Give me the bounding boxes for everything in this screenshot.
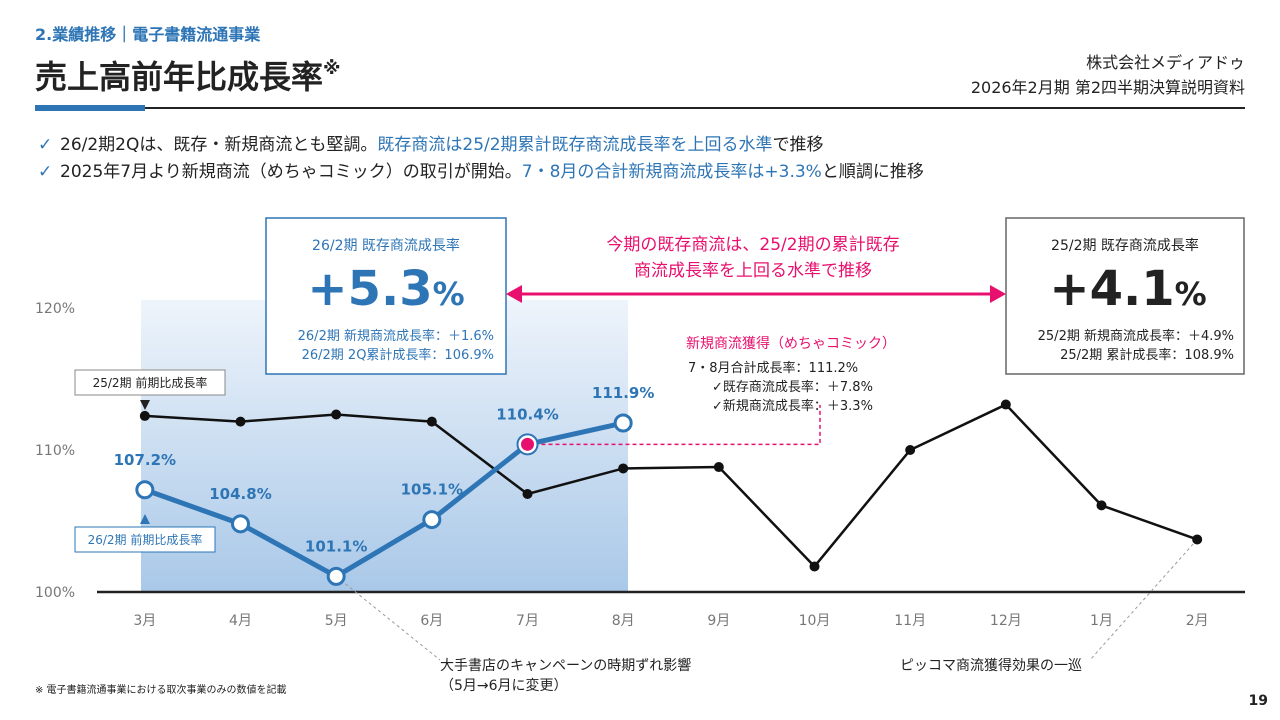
leader [335,575,441,661]
box-line: 25/2期 新規商流成長率：＋4.9% [1038,328,1234,344]
new-note-line: ✓新規商流成長率：＋3.3% [712,398,873,414]
box-big-value: +5.3 [307,261,432,317]
data-label: 101.1% [305,537,367,555]
box-line: 26/2期 新規商流成長率：＋1.6% [298,328,494,344]
new-note-line: 7・8月合計成長率：111.2% [688,360,858,376]
box-line: 25/2期 累計成長率：108.9% [1060,347,1234,363]
marker [1096,500,1107,511]
box-big-unit: % [1175,275,1207,313]
marker [518,434,537,454]
data-label: 110.4% [496,405,558,423]
header-accent [35,105,145,111]
bullet-text: で推移 [773,135,824,155]
marker [235,416,246,427]
marker [522,489,533,500]
series-line [143,420,624,580]
x-tick-label: 7月 [516,613,539,629]
data-label: 107.2% [114,451,176,469]
y-tick-label: 120% [35,301,75,317]
new-note-line: ✓既存商流成長率：＋7.8% [712,379,873,395]
box-big-value: +4.1 [1049,261,1174,317]
bullet-text: 2025年7月より新規商流（めちゃコミック）の取引が開始。 [60,162,522,182]
x-tick-label: 5月 [325,613,348,629]
page-number: 19 [1249,693,1268,709]
bullet-text: と順調に推移 [822,162,924,182]
series-label-box [74,369,226,396]
x-tick-label: 2月 [1186,613,1209,629]
marker [139,410,150,421]
bullet: 26/2期2Qは、既存・新規商流とも堅調。既存商流は25/2期累計既存商流成長率… [60,135,824,155]
annotation: ピッコマ商流獲得効果の一巡 [900,657,1082,674]
label-pointer [140,514,150,524]
bullet: 2025年7月より新規商流（めちゃコミック）の取引が開始。7・8月の合計新規商流… [60,162,924,182]
check: ✓ [38,162,52,182]
section: 2.業績推移｜電子書籍流通事業 [35,25,261,44]
series-label: 26/2期 前期比成長率 [88,532,203,547]
y-tick-label: 100% [35,585,75,601]
annotation: （5月→6月に変更） [440,677,568,694]
x-tick-label: 3月 [133,613,156,629]
title-text: 売上高前年比成長率 [35,58,323,96]
new-note-title: 新規商流獲得（めちゃコミック） [686,335,896,352]
leader [1089,539,1198,661]
marker [618,463,629,474]
x-tick-label: 12月 [990,613,1022,629]
label-pointer [140,400,150,410]
x-tick-label: 10月 [799,613,831,629]
marker [326,566,346,586]
series-line [144,403,1198,569]
series-label: 25/2期 前期比成長率 [93,375,208,390]
box-big: +4.1% [1049,261,1206,317]
footnote: ※ 電子書籍流通事業における取次事業のみの数値を記載 [35,683,287,696]
left-box [265,217,507,375]
title: 売上高前年比成長率※ [35,58,341,96]
x-tick-label: 8月 [612,613,635,629]
marker [1000,399,1011,410]
marker [1192,534,1203,545]
marker [422,510,442,530]
marker [713,462,724,473]
data-label: 105.1% [401,481,463,499]
marker [331,409,342,420]
arrow-head [990,285,1006,303]
marker [426,416,437,427]
box-big-unit: % [433,275,465,313]
box-label: 26/2期 既存商流成長率 [312,237,460,254]
right-box [1005,217,1245,375]
marker [905,445,916,455]
x-tick-label: 6月 [420,613,443,629]
document: 2026年2月期 第2四半期決算説明資料 [971,78,1245,97]
arrow-head [506,285,522,303]
center-note: 商流成長率を上回る水準で推移 [634,261,872,281]
center-note: 今期の既存商流は、25/2期の累計既存 [606,235,899,255]
x-tick-label: 1月 [1090,613,1113,629]
company: 株式会社メディアドゥ [1086,53,1245,72]
data-label: 104.8% [209,485,271,503]
title-mark: ※ [323,58,341,79]
marker [613,413,633,433]
series-label-box [74,526,216,553]
box-big: +5.3% [307,261,464,317]
data-label: 111.9% [592,384,654,402]
bullet-highlight: 既存商流は25/2期累計既存商流成長率を上回る水準 [377,135,772,155]
chart: 100% 110% 120% 3月 4月 5月 6月 7月 8月 9月 10月 11月 12月 1月 2月 1… [35,301,1245,661]
marker [231,514,250,534]
check: ✓ [38,135,52,155]
x-tick-label: 9月 [707,613,730,629]
bullet-text: 26/2期2Qは、既存・新規商流とも堅調。 [60,135,377,155]
bullet-highlight: 7・8月の合計新規商流成長率は+3.3% [522,162,822,182]
x-tick-label: 4月 [229,613,252,629]
y-tick-label: 110% [35,443,75,459]
marker-ring [516,433,539,456]
marker [809,561,820,572]
annotation: 大手書店のキャンペーンの時期ずれ影響 [440,657,691,674]
box-line: 26/2期 2Q累計成長率：106.9% [302,347,494,363]
marker [135,480,155,500]
x-tick-label: 11月 [894,613,926,629]
leader [527,405,821,446]
box-label: 25/2期 既存商流成長率 [1051,237,1199,254]
